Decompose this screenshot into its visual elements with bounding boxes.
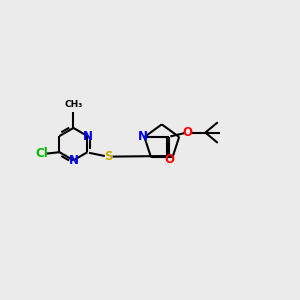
Text: O: O [182, 126, 192, 139]
Text: Cl: Cl [35, 147, 48, 160]
Text: N: N [138, 130, 148, 143]
Text: N: N [82, 130, 92, 142]
Text: O: O [164, 154, 174, 166]
Text: S: S [104, 150, 113, 163]
Text: N: N [68, 154, 78, 167]
Text: CH₃: CH₃ [64, 100, 83, 109]
